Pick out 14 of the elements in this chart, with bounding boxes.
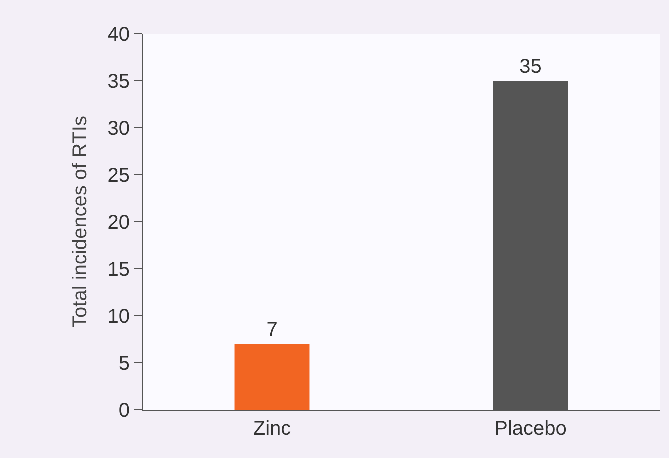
y-tick-label: 20 [108, 212, 130, 234]
data-label: 7 [266, 319, 278, 342]
y-tick-label: 35 [108, 71, 130, 93]
data-label: 35 [520, 56, 542, 78]
y-tick-label: 10 [108, 306, 130, 328]
x-tick-label: Placebo [494, 418, 567, 440]
x-tick-label: Zinc [253, 418, 292, 440]
y-tick-label: 30 [108, 118, 130, 140]
y-axis-title: Total incidences of RTIs [69, 116, 92, 328]
y-tick-label: 15 [108, 259, 130, 281]
y-tick-label: 40 [108, 24, 130, 46]
y-tick-label: 5 [118, 353, 130, 375]
y-tick-label: 0 [118, 400, 130, 422]
y-tick-label: 25 [108, 165, 130, 187]
